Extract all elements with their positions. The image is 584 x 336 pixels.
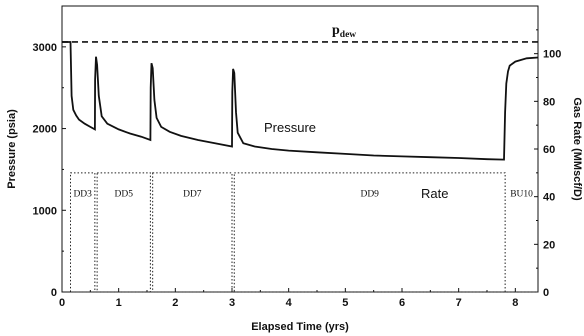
x-tick-label: 6 bbox=[399, 297, 405, 309]
rate-segment bbox=[152, 172, 233, 293]
y2-tick-label: 20 bbox=[543, 239, 555, 251]
x-tick-label: 0 bbox=[59, 297, 65, 309]
dew-point-label: pdew bbox=[332, 23, 356, 40]
pressure-series-line bbox=[62, 41, 539, 161]
x-tick-label: 1 bbox=[116, 297, 122, 309]
x-tick-label: 8 bbox=[512, 297, 518, 309]
rate-series: DD3 DD5 DD7 DD9 BU10 bbox=[70, 172, 538, 293]
dew-label-main: p bbox=[332, 23, 340, 38]
rate-segment-label: DD7 bbox=[183, 190, 202, 200]
dew-label-sub: dew bbox=[340, 30, 357, 40]
y2-axis-title: Gas Rate (MMscf/D) bbox=[571, 97, 583, 201]
x-tick-label: 5 bbox=[342, 297, 348, 309]
y-axis-ticks: 0 1000 2000 3000 bbox=[33, 42, 66, 299]
y2-tick-label: 0 bbox=[543, 287, 549, 299]
y2-tick-label: 80 bbox=[543, 96, 555, 108]
y2-tick-label: 40 bbox=[543, 192, 555, 204]
x-axis-ticks: 0 1 2 3 4 5 6 7 8 bbox=[59, 288, 518, 309]
x-tick-label: 3 bbox=[229, 297, 235, 309]
x-tick-label: 7 bbox=[456, 297, 462, 309]
y2-axis-ticks: 0 20 40 60 80 100 bbox=[534, 29, 561, 299]
plot-frame bbox=[61, 5, 539, 293]
y-tick-label: 0 bbox=[51, 287, 57, 299]
rate-segment-label: DD3 bbox=[73, 190, 92, 200]
rate-segment-label: DD9 bbox=[360, 190, 379, 200]
x-tick-label: 2 bbox=[172, 297, 178, 309]
y2-tick-label: 100 bbox=[543, 49, 561, 61]
y-tick-label: 2000 bbox=[33, 124, 57, 136]
rate-segment-label: BU10 bbox=[510, 190, 533, 200]
x-tick-label: 4 bbox=[286, 297, 293, 309]
rate-segment bbox=[233, 172, 506, 293]
rate-segment bbox=[96, 172, 151, 293]
rate-annotation: Rate bbox=[421, 186, 448, 201]
y2-tick-label: 60 bbox=[543, 144, 555, 156]
y-tick-label: 1000 bbox=[33, 205, 57, 217]
y-tick-label: 3000 bbox=[33, 42, 57, 54]
x-axis-title: Elapsed Time (yrs) bbox=[251, 321, 349, 333]
pressure-annotation: Pressure bbox=[264, 120, 316, 135]
rate-segment-label: DD5 bbox=[115, 190, 134, 200]
y-axis-title: Pressure (psia) bbox=[6, 109, 18, 189]
